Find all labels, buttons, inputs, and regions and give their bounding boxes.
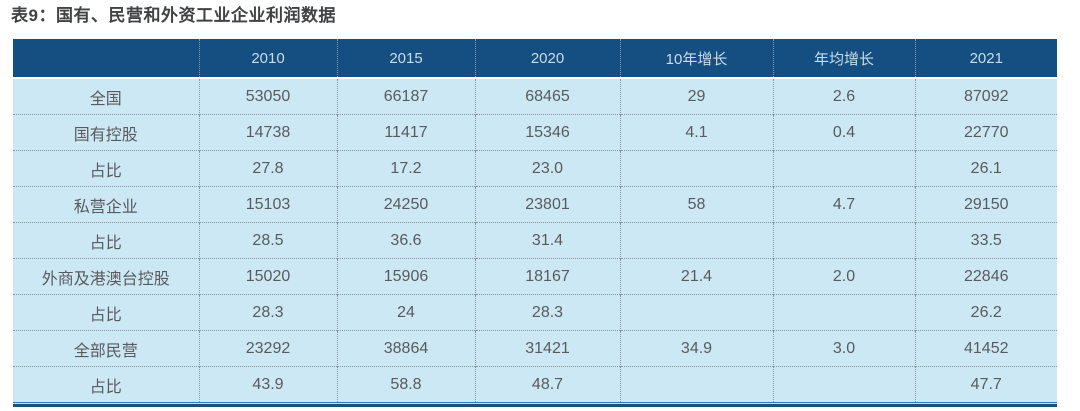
row-all-private-share: 占比 43.9 58.8 48.7 47.7	[13, 366, 1057, 402]
value-cell: 4.1	[619, 114, 773, 151]
value-cell: 3.0	[772, 330, 915, 367]
value-cell	[772, 150, 915, 187]
value-cell	[619, 294, 773, 331]
row-all-private: 全部民营 23292 38864 31421 34.9 3.0 41452	[13, 330, 1057, 367]
value-cell: 4.7	[772, 186, 915, 223]
profit-data-table: 2010 2015 2020 10年增长 年均增长 2021 全国 53050 …	[13, 39, 1057, 402]
value-cell: 41452	[914, 330, 1057, 367]
value-cell: 15906	[336, 258, 475, 295]
value-cell: 23.0	[474, 150, 620, 187]
value-cell: 21.4	[619, 258, 773, 295]
column-header-2015: 2015	[336, 39, 475, 79]
value-cell: 47.7	[914, 366, 1057, 402]
value-cell: 28.3	[474, 294, 620, 331]
value-cell: 66187	[336, 78, 475, 115]
value-cell: 31.4	[474, 222, 620, 259]
column-header-2020: 2020	[474, 39, 620, 79]
row-private-enterprise: 私营企业 15103 24250 23801 58 4.7 29150	[13, 186, 1057, 223]
header-row: 2010 2015 2020 10年增长 年均增长 2021	[13, 39, 1057, 79]
value-cell: 2.0	[772, 258, 915, 295]
value-cell	[619, 150, 773, 187]
value-cell: 38864	[336, 330, 475, 367]
row-state-share: 占比 27.8 17.2 23.0 26.1	[13, 150, 1057, 187]
value-cell: 34.9	[619, 330, 773, 367]
value-cell: 15103	[198, 186, 337, 223]
value-cell: 24250	[336, 186, 475, 223]
row-label-cell: 外商及港澳台控股	[13, 258, 199, 295]
value-cell: 28.3	[198, 294, 337, 331]
table-title: 表9：国有、民营和外资工业企业利润数据	[11, 6, 336, 25]
value-cell: 27.8	[198, 150, 337, 187]
row-label-cell: 私营企业	[13, 186, 199, 223]
value-cell: 43.9	[198, 366, 337, 402]
value-cell: 87092	[914, 78, 1057, 115]
row-state-controlled: 国有控股 14738 11417 15346 4.1 0.4 22770	[13, 114, 1057, 151]
value-cell: 29	[619, 78, 773, 115]
row-label-cell: 占比	[13, 366, 199, 402]
profit-table: 2010 2015 2020 10年增长 年均增长 2021 全国 53050 …	[13, 39, 1057, 407]
value-cell: 15020	[198, 258, 337, 295]
value-cell	[619, 366, 773, 402]
column-header-10yr-growth: 10年增长	[619, 39, 773, 79]
value-cell: 58.8	[336, 366, 475, 402]
value-cell: 11417	[336, 114, 475, 151]
value-cell: 14738	[198, 114, 337, 151]
value-cell: 33.5	[914, 222, 1057, 259]
table-bottom-border	[13, 402, 1057, 407]
value-cell: 29150	[914, 186, 1057, 223]
value-cell: 23801	[474, 186, 620, 223]
value-cell: 23292	[198, 330, 337, 367]
value-cell: 15346	[474, 114, 620, 151]
row-national: 全国 53050 66187 68465 29 2.6 87092	[13, 78, 1057, 115]
row-label-cell: 占比	[13, 294, 199, 331]
value-cell: 68465	[474, 78, 620, 115]
value-cell	[772, 222, 915, 259]
row-label-cell: 国有控股	[13, 114, 199, 151]
value-cell: 24	[336, 294, 475, 331]
value-cell: 2.6	[772, 78, 915, 115]
row-label-cell: 占比	[13, 222, 199, 259]
value-cell: 26.1	[914, 150, 1057, 187]
value-cell: 31421	[474, 330, 620, 367]
value-cell	[772, 294, 915, 331]
value-cell: 22846	[914, 258, 1057, 295]
value-cell: 17.2	[336, 150, 475, 187]
value-cell: 36.6	[336, 222, 475, 259]
value-cell: 26.2	[914, 294, 1057, 331]
column-header-2021: 2021	[914, 39, 1057, 79]
value-cell: 28.5	[198, 222, 337, 259]
row-label-cell: 全国	[13, 78, 199, 115]
column-header-annual-growth: 年均增长	[772, 39, 915, 79]
value-cell: 22770	[914, 114, 1057, 151]
row-foreign-share: 占比 28.3 24 28.3 26.2	[13, 294, 1057, 331]
column-header-2010: 2010	[198, 39, 337, 79]
value-cell: 18167	[474, 258, 620, 295]
value-cell: 0.4	[772, 114, 915, 151]
row-foreign-hmt-controlled: 外商及港澳台控股 15020 15906 18167 21.4 2.0 2284…	[13, 258, 1057, 295]
value-cell	[619, 222, 773, 259]
row-private-share: 占比 28.5 36.6 31.4 33.5	[13, 222, 1057, 259]
value-cell: 58	[619, 186, 773, 223]
value-cell: 48.7	[474, 366, 620, 402]
value-cell	[772, 366, 915, 402]
value-cell: 53050	[198, 78, 337, 115]
row-label-cell: 占比	[13, 150, 199, 187]
column-header-rowlabel	[13, 39, 199, 79]
row-label-cell: 全部民营	[13, 330, 199, 367]
